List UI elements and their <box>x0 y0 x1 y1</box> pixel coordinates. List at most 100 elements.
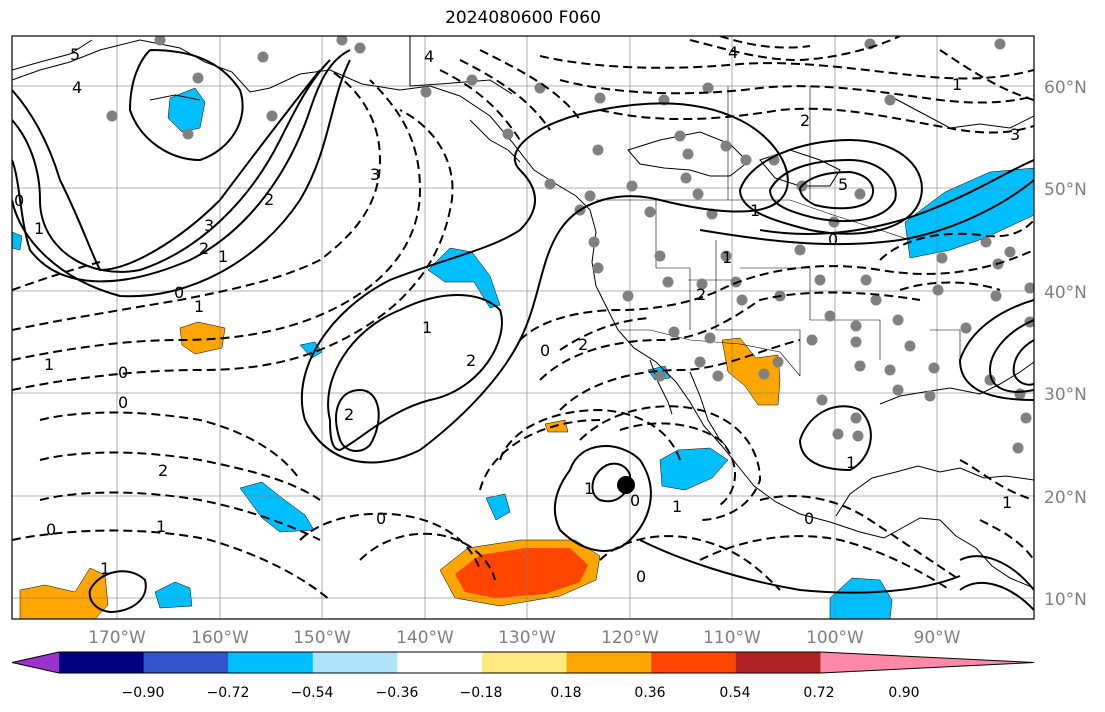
contour-label: 2 <box>264 190 274 209</box>
colorbar-segment <box>397 652 483 673</box>
colorbar-segment <box>651 652 737 673</box>
fill-red-tropical <box>455 548 588 598</box>
contour-label: 5 <box>70 45 80 64</box>
dashed-contours <box>12 36 1034 601</box>
fill-blue-pacific-ne <box>427 247 501 309</box>
contour-label: 0 <box>636 567 646 586</box>
storm-center-marker <box>617 476 635 494</box>
contour-label: 1 <box>100 559 110 578</box>
colorbar <box>11 651 1035 674</box>
contour-label: 2 <box>158 461 168 480</box>
contour-label: 4 <box>728 43 738 62</box>
lon-label: 90°W <box>914 628 961 648</box>
colorbar-segment <box>59 652 145 673</box>
contour-label: 2 <box>199 239 209 258</box>
contour-labels: 5 4 0 1 3 2 2 1 0 1 0 0 2 1 0 1 2 2 1 0 … <box>14 43 1020 586</box>
contour-label: 1 <box>1002 493 1012 512</box>
contour-label: 0 <box>46 520 56 539</box>
colorbar-tick-label: −0.36 <box>376 685 419 701</box>
colorbar-tick-label: 0.90 <box>888 685 919 701</box>
contour-label: 2 <box>800 111 810 130</box>
colorbar-tick-label: −0.18 <box>460 685 503 701</box>
fill-blue-small-2 <box>485 493 511 521</box>
longitude-labels: 170°W 160°W 150°W 140°W 130°W 120°W 110°… <box>88 628 961 648</box>
latitude-labels: 60°N 50°N 40°N 30°N 20°N 10°N <box>1044 78 1087 610</box>
lon-label: 110°W <box>703 628 761 648</box>
contour-label: 1 <box>194 297 204 316</box>
contour-label: 0 <box>174 283 184 302</box>
contour-label: 0 <box>804 509 814 528</box>
fill-blue-hawaii <box>239 481 315 533</box>
fill-blue-small-4 <box>12 231 23 251</box>
lon-label: 150°W <box>293 628 351 648</box>
colorbar-segment <box>735 652 821 673</box>
colorbar-segment <box>312 652 398 673</box>
contour-label: 1 <box>156 517 166 536</box>
contour-label: 2 <box>466 351 476 370</box>
contour-label: 5 <box>838 175 848 194</box>
colorbar-extend-high <box>820 652 1034 673</box>
lat-label: 50°N <box>1044 180 1087 200</box>
lon-label: 130°W <box>498 628 556 648</box>
colorbar-tick-label: 0.36 <box>634 685 665 701</box>
contour-label: 0 <box>118 363 128 382</box>
colorbar-segment <box>482 652 568 673</box>
lon-label: 160°W <box>191 628 249 648</box>
contour-label: 0 <box>540 341 550 360</box>
contour-label: 1 <box>846 453 856 472</box>
lat-label: 40°N <box>1044 283 1087 303</box>
lon-label: 170°W <box>88 628 146 648</box>
contour-label: 3 <box>1010 125 1020 144</box>
lat-label: 10°N <box>1044 590 1087 610</box>
lat-label: 60°N <box>1044 78 1087 98</box>
colorbar-segment <box>566 652 652 673</box>
contour-label: 0 <box>14 191 24 210</box>
contour-label: 3 <box>204 216 214 235</box>
colorbar-segment <box>143 652 229 673</box>
lon-label: 120°W <box>601 628 659 648</box>
contour-label: 4 <box>424 47 434 66</box>
lon-label: 100°W <box>806 628 864 648</box>
colorbar-tick-label: −0.72 <box>207 685 250 701</box>
map-title: 2024080600 F060 <box>445 8 601 28</box>
contour-label: 1 <box>44 355 54 374</box>
fill-orange-small-1 <box>179 321 226 355</box>
lat-label: 20°N <box>1044 488 1087 508</box>
lon-label: 140°W <box>396 628 454 648</box>
contour-label: 1 <box>750 201 760 220</box>
colorbar-ticks: −0.90 −0.72 −0.54 −0.36 −0.18 0.18 0.36 … <box>122 685 920 701</box>
colorbar-tick-label: −0.90 <box>122 685 165 701</box>
graticule <box>12 36 1034 619</box>
contour-label: 1 <box>34 219 44 238</box>
contour-label: 2 <box>696 285 706 304</box>
coastlines <box>12 36 1034 589</box>
colorbar-outline <box>11 651 1035 674</box>
contour-label: 0 <box>376 509 386 528</box>
colorbar-extend-low <box>12 652 59 673</box>
fill-blue-se <box>829 577 893 619</box>
contour-label: 2 <box>344 405 354 424</box>
contour-label: 4 <box>72 78 82 97</box>
map-frame <box>11 35 1035 620</box>
contour-label: 0 <box>828 230 838 249</box>
colorbar-tick-label: 0.18 <box>550 685 581 701</box>
lat-label: 30°N <box>1044 385 1087 405</box>
contour-label: 1 <box>422 318 432 337</box>
solid-contours <box>12 49 1034 614</box>
colorbar-tick-label: −0.54 <box>291 685 334 701</box>
contour-label: 1 <box>218 247 228 266</box>
contour-label: 2 <box>578 335 588 354</box>
contour-label: 1 <box>722 248 732 267</box>
fill-blue-mexico <box>659 447 729 491</box>
contour-label: 1 <box>672 497 682 516</box>
colorbar-tick-label: 0.54 <box>719 685 750 701</box>
contour-label: 0 <box>118 393 128 412</box>
contour-label: 0 <box>630 491 640 510</box>
contour-label: 1 <box>952 75 962 94</box>
fill-blue-sw <box>154 581 193 609</box>
contour-label: 3 <box>370 165 380 184</box>
colorbar-segment <box>228 652 314 673</box>
fill-orange-mexico <box>721 337 781 406</box>
contour-label: 1 <box>584 479 594 498</box>
